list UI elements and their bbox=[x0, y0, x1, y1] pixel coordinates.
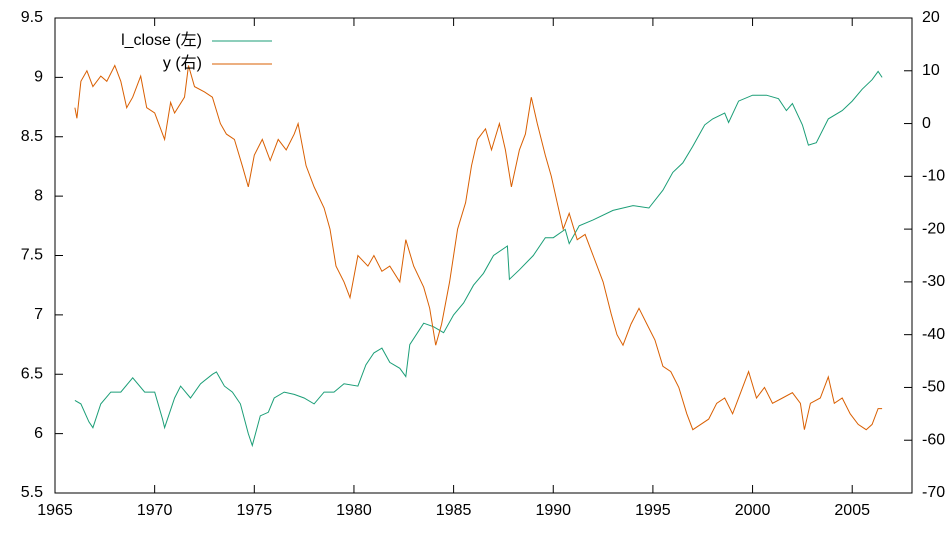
x-tick-label: 1995 bbox=[635, 502, 671, 519]
y-tick-label: 7 bbox=[34, 306, 43, 323]
y-tick-label: 9.5 bbox=[21, 9, 43, 26]
y2-tick-label: -40 bbox=[922, 326, 945, 343]
y-tick-label: 9 bbox=[34, 69, 43, 86]
y2-tick-label: 10 bbox=[922, 62, 940, 79]
y-tick-label: 7.5 bbox=[21, 247, 43, 264]
y2-tick-label: -60 bbox=[922, 431, 945, 448]
series-line bbox=[74, 64, 883, 431]
y-tick-label: 8.5 bbox=[21, 128, 43, 145]
y2-tick-label: -30 bbox=[922, 273, 945, 290]
x-tick-label: 1975 bbox=[237, 502, 273, 519]
x-tick-label: 1985 bbox=[436, 502, 472, 519]
x-tick-label: 2000 bbox=[735, 502, 771, 519]
series-line bbox=[74, 70, 883, 448]
legend-label: y (右) bbox=[163, 54, 202, 72]
y2-tick-label: -50 bbox=[922, 379, 945, 396]
y-tick-label: 6 bbox=[34, 425, 43, 442]
y2-tick-label: -70 bbox=[922, 484, 945, 501]
y2-tick-label: -20 bbox=[922, 220, 945, 237]
x-tick-label: 2005 bbox=[834, 502, 870, 519]
y-tick-label: 6.5 bbox=[21, 365, 43, 382]
x-tick-label: 1980 bbox=[336, 502, 372, 519]
y2-tick-label: 20 bbox=[922, 9, 940, 26]
plot-frame bbox=[54, 17, 913, 494]
x-tick-label: 1970 bbox=[137, 502, 173, 519]
y2-tick-label: -10 bbox=[922, 168, 945, 185]
y2-tick-label: 0 bbox=[922, 115, 931, 132]
x-tick-label: 1990 bbox=[535, 502, 571, 519]
legend-label: l_close (左) bbox=[121, 31, 202, 49]
y-tick-label: 5.5 bbox=[21, 484, 43, 501]
y-tick-label: 8 bbox=[34, 187, 43, 204]
x-tick-label: 1965 bbox=[37, 502, 73, 519]
